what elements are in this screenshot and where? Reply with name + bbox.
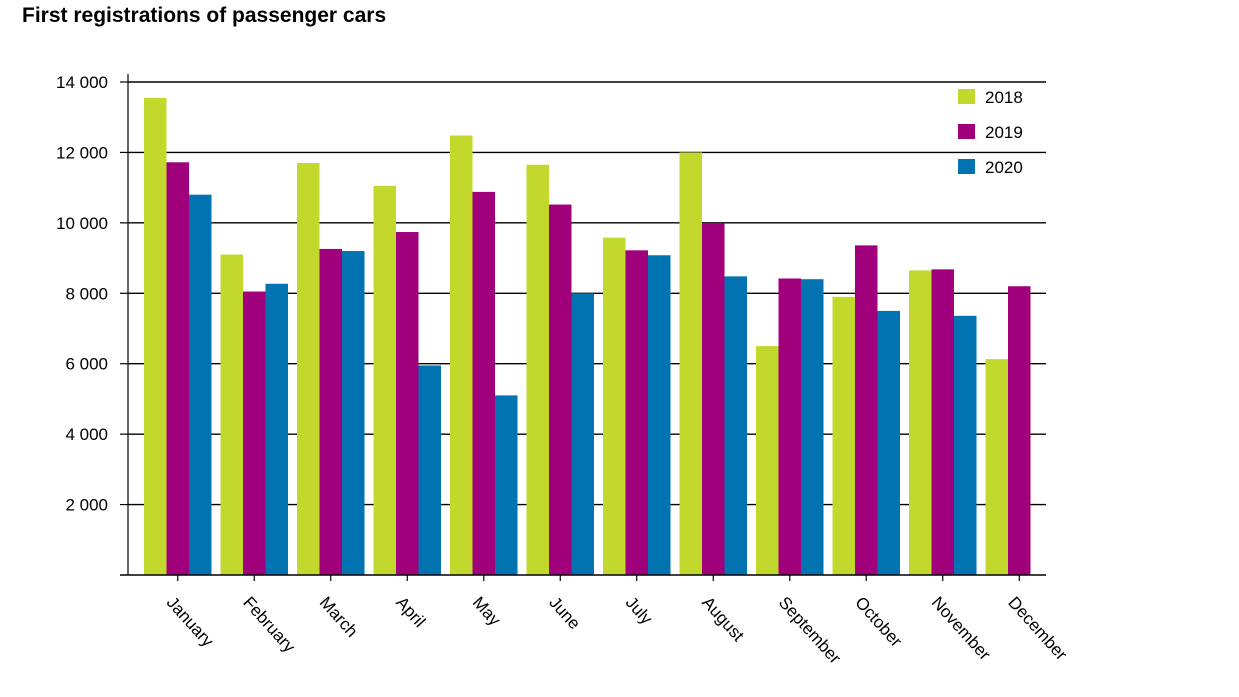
bar-2019-august [702, 222, 725, 575]
bar-2020-april [418, 365, 441, 575]
bar-2018-may [450, 135, 473, 576]
bar-2018-march [297, 162, 320, 575]
y-tick-label: 10 000 [56, 214, 108, 233]
legend-swatch-2020 [958, 159, 975, 174]
bar-2019-january [166, 162, 189, 575]
y-tick-labels: 2 000 4 000 6 000 8 000 10 000 12 000 14 000 [56, 73, 108, 515]
y-tick-label: 6 000 [65, 355, 108, 374]
y-tick-label: 12 000 [56, 143, 108, 162]
bar-2019-june [549, 204, 572, 575]
x-tick-label: July [622, 593, 657, 629]
x-tick-label: September [775, 593, 845, 668]
x-tick-label: May [469, 593, 505, 630]
bar-2018-january [144, 97, 167, 575]
legend-label-2018: 2018 [985, 88, 1023, 107]
x-tick-label: April [392, 593, 429, 631]
y-tick-label: 14 000 [56, 73, 108, 92]
axes [120, 74, 1046, 581]
bar-2020-september [801, 279, 824, 575]
bar-2019-october [855, 245, 878, 575]
bar-2019-may [472, 191, 495, 575]
chart-title: First registrations of passenger cars [22, 4, 387, 27]
bar-2018-june [526, 164, 549, 575]
bar-2019-september [778, 278, 801, 575]
y-tick-label: 8 000 [65, 284, 108, 303]
x-tick-label: December [1004, 593, 1071, 664]
bar-2019-july [625, 250, 648, 575]
bar-2020-march [342, 251, 365, 575]
bar-2019-march [319, 248, 342, 575]
y-tick-label: 4 000 [65, 425, 108, 444]
bar-2020-may [495, 395, 518, 575]
bar-2020-june [571, 293, 594, 575]
bar-2020-october [877, 310, 900, 575]
bar-2018-november [909, 270, 932, 575]
bar-2020-january [189, 194, 212, 575]
bar-2018-july [603, 237, 626, 575]
bar-2018-april [373, 185, 396, 575]
bar-2019-november [931, 269, 954, 575]
legend: 2018 2019 2020 [958, 88, 1023, 177]
x-tick-labels: January February March April May June July Augu… [163, 593, 1071, 668]
bar-2019-february [243, 291, 266, 575]
bar-2019-april [396, 232, 419, 575]
legend-swatch-2018 [958, 89, 975, 104]
bar-2020-february [265, 283, 288, 575]
x-tick-label: August [698, 593, 748, 645]
bar-2018-august [679, 152, 702, 575]
x-tick-label: February [239, 593, 299, 657]
legend-label-2020: 2020 [985, 158, 1023, 177]
bar-2019-december [1008, 286, 1031, 575]
bar-2018-december [985, 359, 1008, 575]
y-tick-label: 2 000 [65, 496, 108, 515]
x-tick-label: March [316, 593, 362, 641]
bar-2018-february [220, 254, 243, 576]
bar-2020-august [724, 276, 747, 575]
bars [144, 97, 1031, 576]
legend-label-2019: 2019 [985, 123, 1023, 142]
x-tick-label: November [928, 593, 995, 664]
bar-2018-october [832, 296, 855, 575]
x-tick-label: January [163, 593, 218, 651]
legend-swatch-2019 [958, 124, 975, 139]
x-tick-label: October [851, 593, 906, 651]
bar-2020-july [648, 255, 671, 576]
bar-2020-november [954, 315, 977, 575]
x-tick-label: June [545, 593, 584, 633]
bar-2018-september [756, 346, 779, 575]
